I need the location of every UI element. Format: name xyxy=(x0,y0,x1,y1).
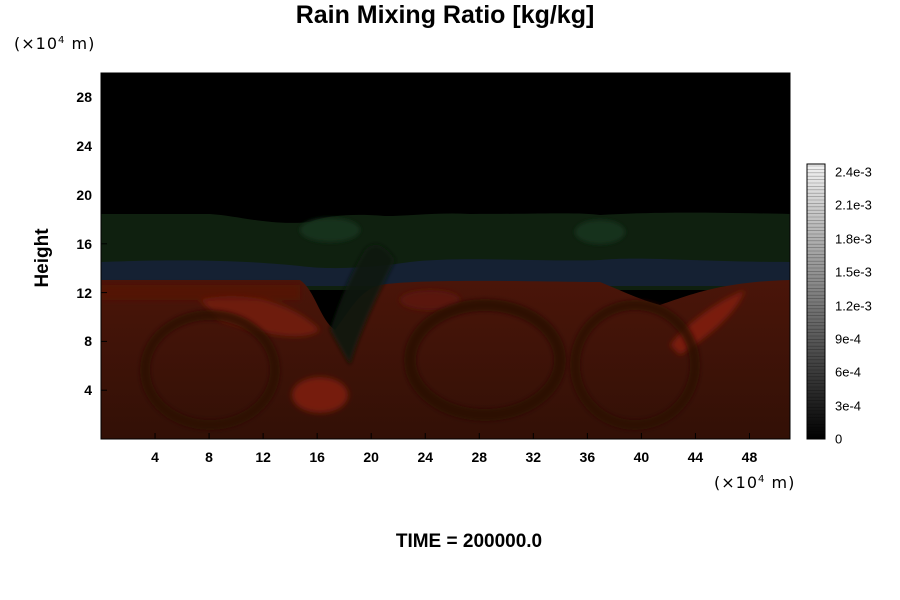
x-tick-label: 44 xyxy=(687,449,704,465)
y-tick-label: 16 xyxy=(76,235,92,252)
x-tick-label: 48 xyxy=(741,449,758,465)
chart-title: Rain Mixing Ratio [kg/kg] xyxy=(295,1,595,29)
colorbar-tick-label: 1.8e-3 xyxy=(835,231,872,247)
plot-area xyxy=(101,73,790,439)
x-axis-unit: (×104 m) xyxy=(714,473,796,492)
x-tick-label: 4 xyxy=(151,449,159,465)
plot-frame xyxy=(100,72,791,440)
colorbar-tick-label: 6e-4 xyxy=(835,364,862,380)
x-tick-label: 28 xyxy=(471,449,488,465)
y-tick-label: 8 xyxy=(84,333,92,350)
y-tick-label: 24 xyxy=(76,138,92,155)
plume-right xyxy=(575,220,625,244)
y-tick-label: 12 xyxy=(76,284,92,301)
x-tick-label: 24 xyxy=(417,449,434,465)
swirl-left xyxy=(140,310,280,430)
colorbar-tick-label: 9e-4 xyxy=(835,331,862,347)
highlight-bottom xyxy=(292,377,348,413)
swirl-center xyxy=(404,299,566,421)
highlight-top-center xyxy=(400,290,460,310)
x-tick-label: 16 xyxy=(309,449,325,465)
highlight-left-edge xyxy=(101,285,300,300)
dark-swirls xyxy=(140,218,700,430)
y-tick-label: 4 xyxy=(84,382,92,399)
y-tick-label: 20 xyxy=(76,187,92,203)
colorbar-tick-label: 3e-4 xyxy=(835,398,862,414)
x-tick-label: 32 xyxy=(525,449,542,465)
swirl-right xyxy=(570,300,700,430)
colorbar-tick-label: 2.4e-3 xyxy=(835,164,872,180)
red-highlights xyxy=(101,285,745,413)
colorbar-tick-label: 1.5e-3 xyxy=(835,264,872,280)
colorbar-tick-label: 0 xyxy=(835,431,843,447)
y-tick-label: 28 xyxy=(76,89,92,106)
colorbar-gradient xyxy=(806,163,826,440)
x-tick-label: 12 xyxy=(255,449,271,465)
plume-left xyxy=(300,218,360,242)
x-tick-label: 20 xyxy=(363,449,379,465)
highlight-left xyxy=(200,296,320,337)
y-axis-unit: (×104 m) xyxy=(14,34,96,53)
tick-marks xyxy=(101,96,750,439)
colorbar-tick-label: 1.2e-3 xyxy=(835,298,872,313)
x-tick-label: 36 xyxy=(579,449,596,465)
colorbar xyxy=(806,163,826,440)
time-label: TIME = 200000.0 xyxy=(395,531,543,552)
colorbar-tick-label: 2.1e-3 xyxy=(835,197,872,213)
blue-transition-band xyxy=(101,258,790,286)
x-tick-label: 8 xyxy=(205,449,213,465)
updraft-core xyxy=(330,244,395,365)
x-tick-label: 40 xyxy=(633,449,650,465)
